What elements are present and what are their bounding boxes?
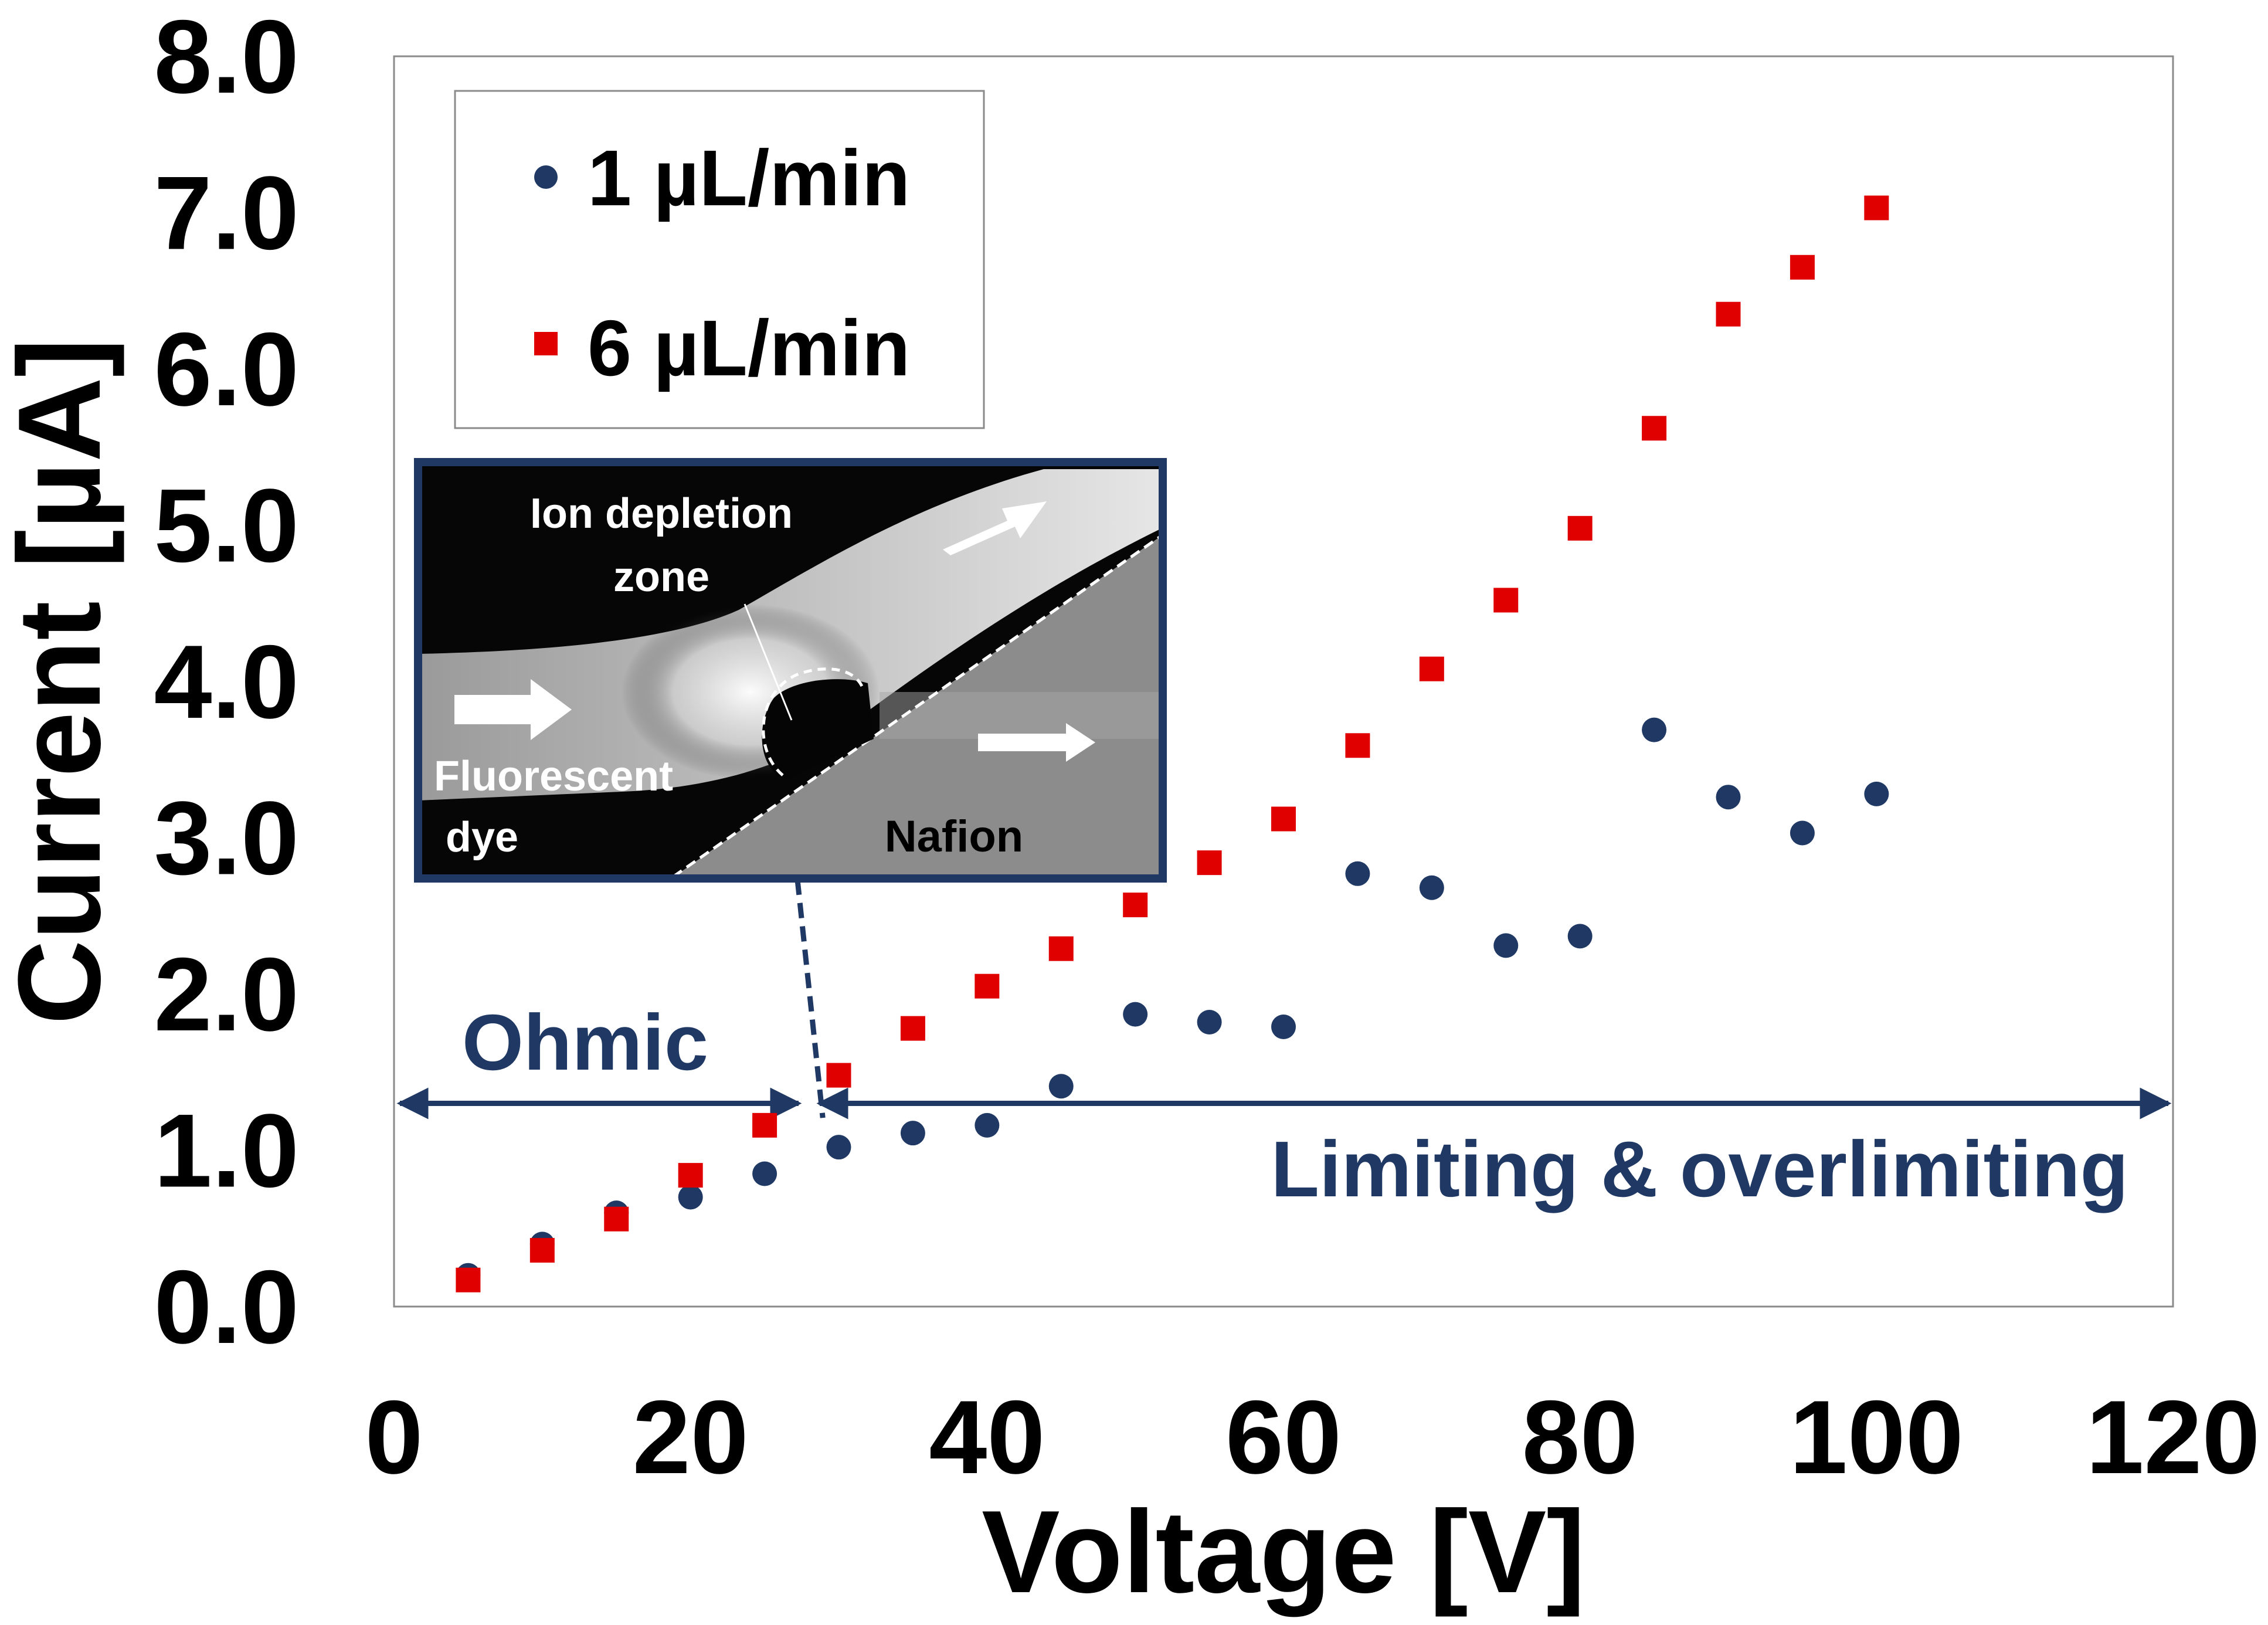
series-1-point: [1790, 820, 1815, 846]
series-2-point: [604, 1206, 629, 1232]
series-2-point: [1716, 301, 1741, 327]
ohmic-label: Ohmic: [462, 998, 708, 1087]
series-1-point: [900, 1121, 925, 1146]
x-tick-label: 100: [1790, 1379, 1964, 1495]
x-tick-label: 0: [365, 1379, 423, 1495]
series-1-point: [678, 1185, 703, 1210]
series-2-point: [1271, 806, 1296, 832]
series-1-point: [1271, 1014, 1296, 1039]
legend-marker-circle: [534, 165, 558, 189]
y-tick-label: 0.0: [154, 1249, 299, 1365]
series-2-point: [1642, 416, 1667, 441]
inset-pointer: [795, 879, 826, 1118]
limiting-label: Limiting & overlimiting: [1271, 1125, 2128, 1213]
x-tick-label: 40: [929, 1379, 1045, 1495]
series-2-point: [975, 973, 1000, 999]
series-2-point: [826, 1063, 851, 1088]
series-2-point: [1790, 255, 1815, 280]
inset-depletion-zone: [762, 679, 874, 780]
legend-label: 1 µL/min: [588, 134, 910, 222]
x-tick-label: 80: [1522, 1379, 1638, 1495]
series-1-point: [1716, 785, 1741, 810]
series-2-points: [456, 195, 1889, 1292]
series-1-point: [1864, 781, 1889, 806]
legend: 1 µL/min 6 µL/min: [454, 90, 985, 429]
series-2-point: [1864, 195, 1889, 220]
x-axis-title: Voltage [V]: [982, 1487, 1585, 1617]
inset-interface-line: [672, 533, 1163, 878]
y-tick-label: 4.0: [154, 623, 299, 740]
series-1-point: [1642, 717, 1667, 742]
series-1-point: [1419, 875, 1444, 900]
regime-annotations: Ohmic Limiting & overlimiting: [396, 998, 2172, 1213]
x-tick-label: 60: [1225, 1379, 1342, 1495]
series-1-point: [1123, 1002, 1148, 1027]
legend-box: [454, 90, 985, 429]
series-2-point: [752, 1112, 777, 1138]
series-1-point: [1345, 861, 1370, 886]
series-1-point: [1048, 1074, 1074, 1099]
inset-arrow-right-icon: [978, 723, 1095, 762]
inset-label-zone: zone: [613, 554, 709, 601]
series-1-point: [752, 1161, 777, 1186]
legend-label: 6 µL/min: [588, 304, 910, 392]
inset-arrow-left-icon: [454, 679, 572, 740]
series-2-point: [529, 1238, 555, 1263]
series-2-point: [1123, 893, 1148, 918]
series-2-point: [1345, 733, 1370, 758]
y-tick-label: 3.0: [154, 780, 299, 897]
y-tick-label: 1.0: [154, 1093, 299, 1209]
series-1-point: [1493, 933, 1519, 958]
inset-micrograph: Ion depletion zone Fluorescent dye Nafio…: [414, 458, 1167, 883]
series-2-point: [1419, 656, 1444, 681]
y-tick-label: 2.0: [154, 936, 299, 1053]
inset-label-leader: [743, 603, 793, 721]
inset-depletion-outline: [762, 667, 865, 776]
x-axis: 0 20 40 60 80 100 120: [365, 1379, 2260, 1495]
series-1-point: [1197, 1009, 1222, 1034]
inset-label-fluorescent: Fluorescent: [434, 753, 673, 800]
inset-label-dye: dye: [446, 814, 518, 861]
series-2-point: [1493, 588, 1519, 613]
legend-marker-square: [534, 332, 558, 355]
series-2-point: [1048, 936, 1074, 961]
series-2-point: [456, 1267, 481, 1292]
inset-label-nafion: Nafion: [885, 812, 1023, 861]
y-tick-label: 6.0: [154, 311, 299, 428]
y-axis: 0.0 1.0 2.0 3.0 4.0 5.0 6.0 7.0 8.0: [154, 0, 299, 1365]
x-tick-label: 120: [2086, 1379, 2260, 1495]
series-2-point: [1197, 850, 1222, 876]
inset-label-depletion: Ion depletion: [530, 490, 793, 537]
inset-arrow-top-icon: [943, 501, 1047, 555]
y-tick-label: 7.0: [154, 155, 299, 272]
series-2-point: [1567, 515, 1593, 541]
series-1-point: [975, 1112, 1000, 1138]
x-tick-label: 20: [633, 1379, 749, 1495]
y-axis-title: Current [µA]: [0, 338, 125, 1025]
series-2-point: [678, 1163, 703, 1188]
inset-frame: [414, 458, 1167, 883]
y-tick-label: 5.0: [154, 467, 299, 584]
y-tick-label: 8.0: [154, 0, 299, 115]
series-1-point: [1567, 924, 1593, 949]
inset-nafion-stripe: [880, 692, 1163, 739]
series-1-point: [826, 1135, 851, 1160]
series-2-point: [900, 1016, 925, 1041]
